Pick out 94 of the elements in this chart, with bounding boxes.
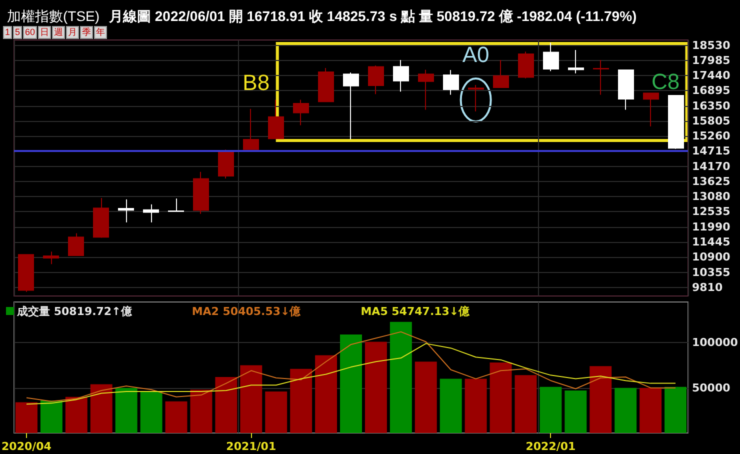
bar: [340, 334, 362, 433]
y-tick-label: 15260: [692, 130, 731, 143]
y-tick-label: 12535: [692, 205, 730, 218]
candlestick: [418, 69, 434, 110]
text: 1: [3, 26, 12, 39]
y-tick-label: 100000: [692, 336, 738, 350]
annotation: B8: [242, 70, 270, 96]
bar: [16, 402, 38, 433]
y-tick-label: 11990: [692, 220, 731, 234]
line-series: [26, 343, 676, 405]
annotation: C8: [651, 69, 680, 95]
bar: [215, 376, 238, 433]
y-tick-label: 13625: [692, 174, 730, 188]
y-tick-label: 11445: [692, 235, 730, 248]
y-tick-label: 13080: [692, 190, 731, 204]
text: 60: [23, 26, 38, 39]
legend-label: 成交量 50819.72↑億: [17, 305, 132, 318]
bar: [390, 322, 412, 433]
text: 週: [52, 26, 66, 39]
bar: [240, 365, 262, 433]
y-tick-label: 16350: [692, 99, 731, 112]
y-tick-label: 10355: [692, 266, 730, 279]
chart-subtitle: 月線圖 2022/06/01 開 16718.91 收 14825.73 s 點 量 50819.72 億 -1982.04 (-11.79%): [108, 8, 637, 24]
candlestick: [43, 251, 59, 265]
x-tick-label: 2022/01: [526, 440, 576, 453]
text: 季: [80, 26, 94, 39]
candlestick: [93, 197, 109, 238]
bar: [265, 391, 288, 433]
bar: [65, 396, 88, 433]
bar: [190, 390, 212, 433]
candlestick: [518, 51, 534, 79]
text: 日: [38, 26, 52, 39]
y-tick-label: 15805: [692, 114, 730, 128]
y-tick-label: 10900: [692, 250, 731, 264]
candlestick: [393, 59, 409, 92]
bar: [414, 362, 437, 433]
bar: [464, 378, 487, 433]
bar: [440, 378, 462, 433]
candlestick: [643, 92, 659, 127]
candlestick: [193, 171, 209, 214]
bar: [364, 342, 387, 433]
bar: [140, 391, 162, 433]
candlestick: [68, 232, 84, 256]
candlestick: [568, 49, 584, 74]
candlestick: [318, 68, 334, 102]
candlestick: [668, 95, 684, 150]
bar: [514, 375, 537, 433]
bar: [564, 390, 587, 433]
candlestick: [143, 204, 159, 223]
bar: [90, 384, 112, 433]
text: 5: [13, 26, 22, 39]
y-tick-label: 14170: [692, 160, 731, 173]
text: 月: [66, 26, 80, 39]
bar: [40, 400, 62, 433]
bar: [165, 401, 188, 433]
candlestick: [493, 59, 509, 88]
y-tick-label: 9810: [692, 280, 723, 294]
y-tick-label: 14715: [692, 144, 730, 158]
text: MA2 50405.53↓億: [192, 305, 301, 318]
candlestick: [618, 69, 634, 110]
candlestick: [543, 42, 559, 72]
bar: [540, 386, 562, 433]
bar: [490, 362, 512, 433]
candlestick: [368, 65, 384, 95]
y-tick-label: 17985: [692, 54, 730, 67]
annotation: A0: [462, 42, 490, 68]
candlestick: [118, 198, 134, 223]
bar: [290, 368, 312, 433]
candlestick: [18, 254, 34, 292]
x-tick-label: 2020/04: [2, 440, 52, 453]
x-tick-label: 2021/01: [226, 440, 276, 453]
bar: [640, 388, 662, 433]
y-tick-label: 16895: [692, 84, 730, 98]
candlestick: [343, 72, 359, 140]
candlestick: [443, 69, 459, 96]
y-tick-label: 18530: [692, 38, 731, 52]
y-tick-label: 17440: [692, 69, 731, 82]
bar: [590, 366, 612, 433]
text: 年: [94, 26, 108, 39]
text: MA5 54747.13↓億: [360, 305, 470, 318]
candlestick: [168, 198, 184, 212]
bar: [614, 388, 637, 433]
candlestick: [468, 84, 484, 112]
chart-title: 加權指數(TSE): [7, 8, 100, 24]
candlestick: [293, 99, 309, 126]
bar: [664, 386, 686, 433]
candlestick: [243, 108, 259, 150]
bar: [115, 388, 138, 433]
candlestick: [593, 59, 609, 96]
line-series: [26, 331, 676, 402]
y-tick-label: 50000: [692, 381, 731, 394]
candlestick: [218, 150, 234, 180]
candlestick: [268, 99, 284, 140]
bar: [315, 355, 338, 433]
